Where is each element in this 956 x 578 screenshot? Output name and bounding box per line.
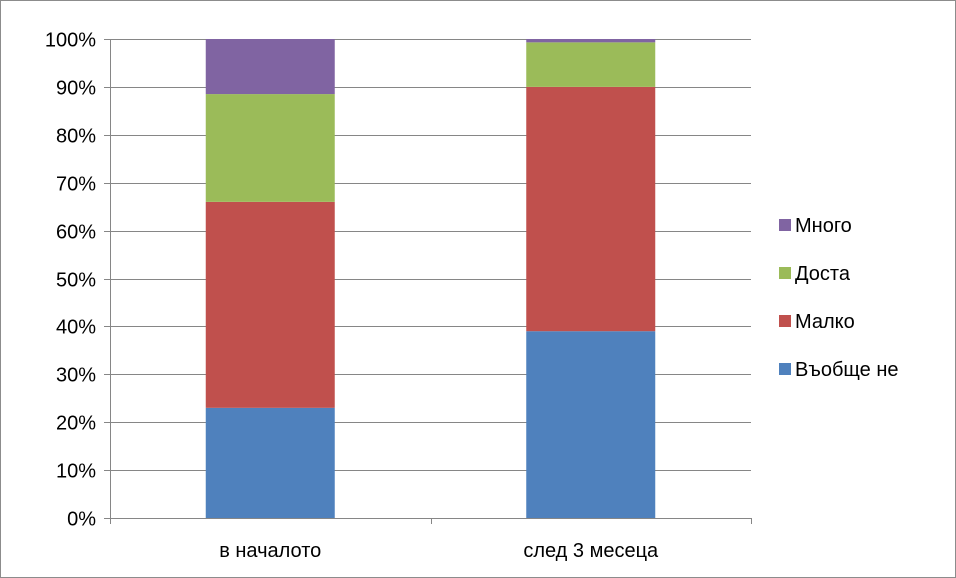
y-tick-label: 80%: [56, 126, 96, 148]
axes: 0% 10% 20% 30% 40% 50% 60% 70% 80% 90% 100% в начал…: [45, 30, 752, 562]
legend-swatch: [779, 219, 791, 231]
bars: [205, 39, 656, 518]
y-tick-label: 50%: [56, 270, 96, 292]
y-tick-label: 0%: [67, 509, 96, 531]
legend-label: Малко: [795, 311, 855, 333]
bar-segment-2-2: [526, 86, 656, 332]
y-tick-label: 100%: [45, 30, 96, 52]
y-tick-label: 20%: [56, 413, 96, 435]
y-tick-label: 40%: [56, 317, 96, 339]
x-tick-label: след 3 месеца: [523, 540, 659, 562]
legend-swatch: [779, 363, 791, 375]
legend-label: Доста: [795, 263, 851, 285]
legend-item: Малко: [779, 311, 855, 333]
legend-label: Много: [795, 215, 852, 237]
legend-swatch: [779, 267, 791, 279]
legend-swatch: [779, 315, 791, 327]
legend-item: Въобще не: [779, 359, 899, 381]
legend-label: Въобще не: [795, 359, 899, 381]
y-tick-label: 60%: [56, 222, 96, 244]
legend-item: Много: [779, 215, 852, 237]
legend-item: Доста: [779, 263, 851, 285]
legend: Много Доста Малко Въобще не: [779, 215, 899, 381]
x-tick-label: в началото: [219, 540, 321, 562]
y-tick-label: 70%: [56, 174, 96, 196]
bar-segment-1-2: [205, 201, 335, 408]
bar-segment-1-3: [205, 94, 335, 202]
bar-segment-2-1: [526, 331, 656, 518]
bar-segment-1-1: [205, 407, 335, 518]
bar-segment-2-4: [526, 39, 656, 43]
y-tick-label: 90%: [56, 78, 96, 100]
y-tick-label: 10%: [56, 461, 96, 483]
bar-segment-1-4: [205, 39, 335, 95]
y-tick-label: 30%: [56, 365, 96, 387]
bar-segment-2-3: [526, 42, 656, 87]
